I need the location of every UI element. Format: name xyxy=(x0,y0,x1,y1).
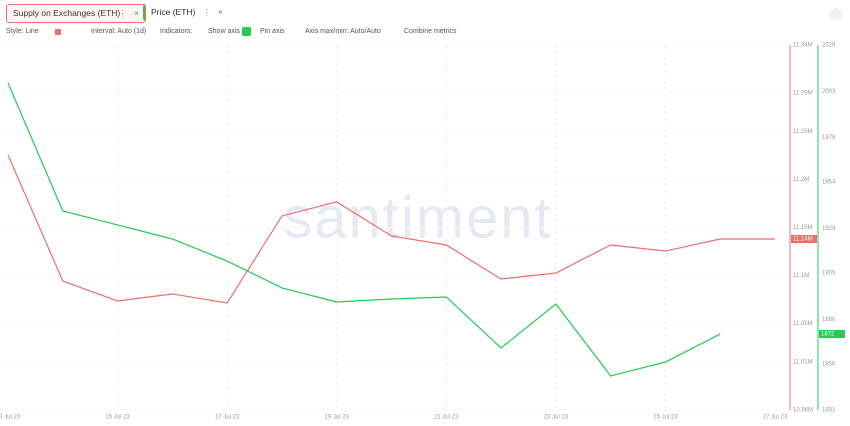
watermark: santiment xyxy=(283,185,552,250)
color-select[interactable] xyxy=(55,29,61,35)
checkbox[interactable] xyxy=(242,27,251,36)
y-tick-label: 11.01M xyxy=(793,360,813,366)
y-tick-label: 11.25M xyxy=(793,129,813,135)
indicators-select[interactable]: Indicators: xyxy=(160,28,193,35)
y2-tick-label: 1929 xyxy=(822,226,836,232)
y2-tick-label: 1954 xyxy=(822,180,836,186)
last-value-badge xyxy=(791,235,817,244)
y2-tick-label: 1856 xyxy=(822,361,836,367)
interval-select[interactable]: Interval: Auto (1d) xyxy=(91,28,147,35)
x-tick-label: 13 Jul 23 xyxy=(0,415,21,421)
series-line xyxy=(7,82,721,377)
y-tick-label: 11.15M xyxy=(793,225,813,231)
settings-button[interactable] xyxy=(830,8,842,20)
y-tick-label: 11.05M xyxy=(793,321,813,327)
x-tick-label: 23 Jul 23 xyxy=(544,415,569,421)
y-tick-label: 11.1M xyxy=(793,273,809,279)
show-axis[interactable]: Show axis xyxy=(208,28,240,35)
y2-tick-label: 1831 xyxy=(822,408,836,414)
x-tick-label: 15 Jul 23 xyxy=(105,415,130,421)
x-tick-label: 27 Jul 23 xyxy=(763,415,788,421)
last-value-label: 1872 xyxy=(821,332,835,338)
y2-tick-label: 2003 xyxy=(822,89,836,95)
y-tick-label: 11.34M xyxy=(793,43,813,49)
axis-range[interactable]: Axis max/min: Auto/Auto xyxy=(305,28,381,35)
metric-tab[interactable]: Price (ETH) ⋮ × xyxy=(143,4,227,21)
y-tick-label: 11.29M xyxy=(793,91,813,97)
last-value-label: 11.14M xyxy=(793,237,813,243)
y-tick-label: 10.96M xyxy=(793,408,813,414)
y-tick-label: 11.2M xyxy=(793,177,809,183)
last-value-badge xyxy=(819,330,845,339)
combine-metrics[interactable]: Combine metrics xyxy=(404,28,457,35)
series-line xyxy=(7,154,775,304)
x-tick-label: 19 Jul 23 xyxy=(325,415,350,421)
metric-name: Supply on Exchanges (ETH) xyxy=(13,8,121,18)
metric-name: Price (ETH) xyxy=(151,7,196,17)
style-select[interactable]: Style: Line xyxy=(6,28,39,35)
pin-axis[interactable]: Pin axis xyxy=(260,28,285,35)
y2-tick-label: 1978 xyxy=(822,135,836,141)
y2-tick-label: 2028 xyxy=(822,43,836,49)
y2-tick-label: 1880 xyxy=(822,317,836,323)
x-tick-label: 17 Jul 23 xyxy=(215,415,240,421)
metric-tab[interactable]: Supply on Exchanges (ETH) ⋮ × xyxy=(6,4,146,23)
x-tick-label: 25 Jul 23 xyxy=(653,415,678,421)
y2-tick-label: 1905 xyxy=(822,270,836,276)
x-tick-label: 21 Jul 23 xyxy=(434,415,459,421)
